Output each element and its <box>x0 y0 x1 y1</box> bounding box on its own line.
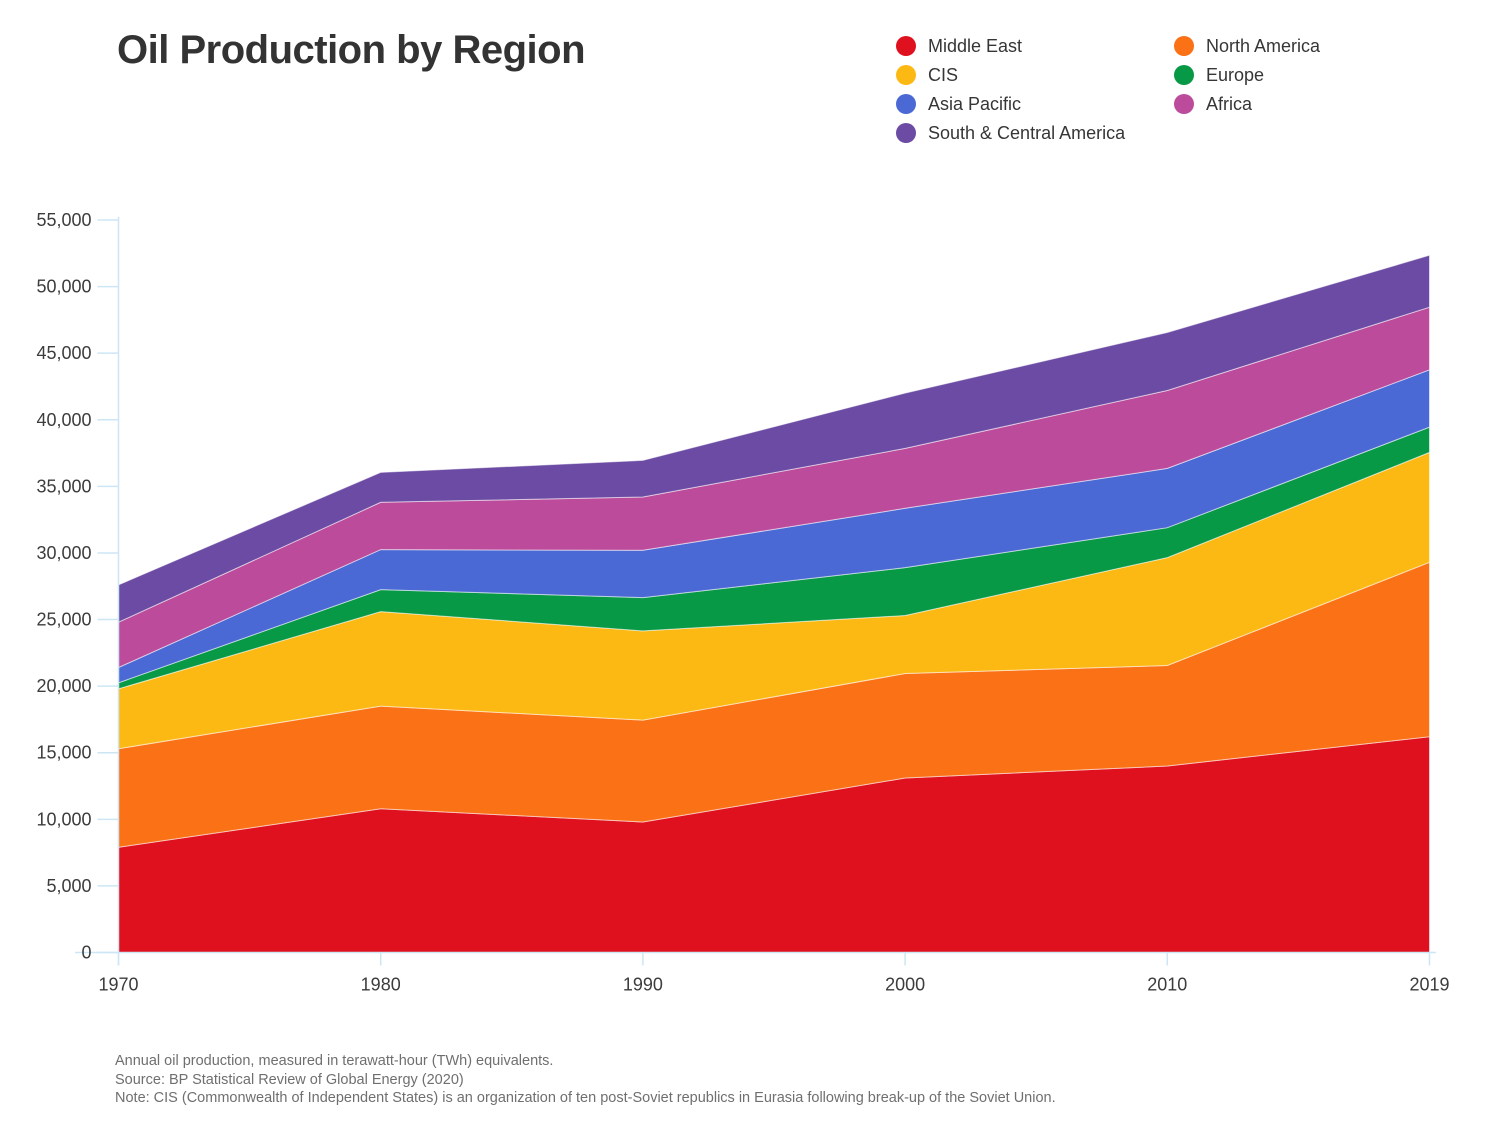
chart-title: Oil Production by Region <box>117 28 586 72</box>
legend-label-asia-pacific: Asia Pacific <box>928 93 1022 114</box>
legend-item-south-central-america: South & Central America <box>896 123 1174 143</box>
legend-item-north-america: North America <box>1174 36 1320 56</box>
x-tick-label: 1980 <box>361 975 401 995</box>
chart-footnotes: Annual oil production, measured in teraw… <box>115 1052 1056 1108</box>
y-tick-label: 50,000 <box>36 277 91 297</box>
legend-label-middle-east: Middle East <box>928 35 1023 56</box>
y-tick-label: 25,000 <box>36 610 91 630</box>
area-south-central-america <box>118 254 1430 623</box>
y-tick-label: 10,000 <box>36 809 91 829</box>
x-tick-label: 2019 <box>1409 975 1449 995</box>
footnote-note: Note: CIS (Commonwealth of Independent S… <box>115 1090 1056 1106</box>
y-tick-label: 55,000 <box>36 210 91 230</box>
y-tick-label: 30,000 <box>36 543 91 563</box>
asia-pacific-swatch-icon <box>896 94 916 114</box>
legend-item-africa: Africa <box>1174 94 1320 114</box>
middle-east-swatch-icon <box>896 36 916 56</box>
x-tick-label: 1970 <box>98 975 138 995</box>
footnote-source: Source: BP Statistical Review of Global … <box>115 1071 464 1088</box>
legend-label-north-america: North America <box>1206 35 1321 56</box>
y-tick-label: 45,000 <box>36 343 91 363</box>
north-america-swatch-icon <box>1174 36 1194 56</box>
legend-label-africa: Africa <box>1206 93 1253 114</box>
x-tick-label: 2000 <box>885 975 925 995</box>
y-tick-label: 5,000 <box>46 876 91 896</box>
legend-item-cis: CIS <box>896 65 1174 85</box>
x-tick-label: 1990 <box>623 975 663 995</box>
legend-item-europe: Europe <box>1174 65 1320 85</box>
legend: Middle East CIS Asia Pacific South & Centra… <box>896 36 1320 152</box>
legend-label-cis: CIS <box>928 64 959 85</box>
y-tick-label: 0 <box>81 943 91 963</box>
x-tick-label: 2010 <box>1147 975 1187 995</box>
africa-swatch-icon <box>1174 94 1194 114</box>
y-tick-label: 20,000 <box>36 676 91 696</box>
legend-label-europe: Europe <box>1206 64 1265 85</box>
y-tick-label: 15,000 <box>36 743 91 763</box>
y-tick-label: 40,000 <box>36 410 91 430</box>
legend-label-south-central-america: South & Central America <box>928 122 1126 143</box>
south-central-america-swatch-icon <box>896 123 916 143</box>
legend-column-right: North America Europe Africa <box>1174 36 1320 152</box>
footnote-unit: Annual oil production, measured in teraw… <box>115 1053 554 1069</box>
legend-item-asia-pacific: Asia Pacific <box>896 94 1174 114</box>
cis-swatch-icon <box>896 65 916 85</box>
legend-item-middle-east: Middle East <box>896 36 1174 56</box>
legend-column-left: Middle East CIS Asia Pacific South & Centra… <box>896 36 1174 152</box>
europe-swatch-icon <box>1174 65 1194 85</box>
y-tick-label: 35,000 <box>36 476 91 496</box>
